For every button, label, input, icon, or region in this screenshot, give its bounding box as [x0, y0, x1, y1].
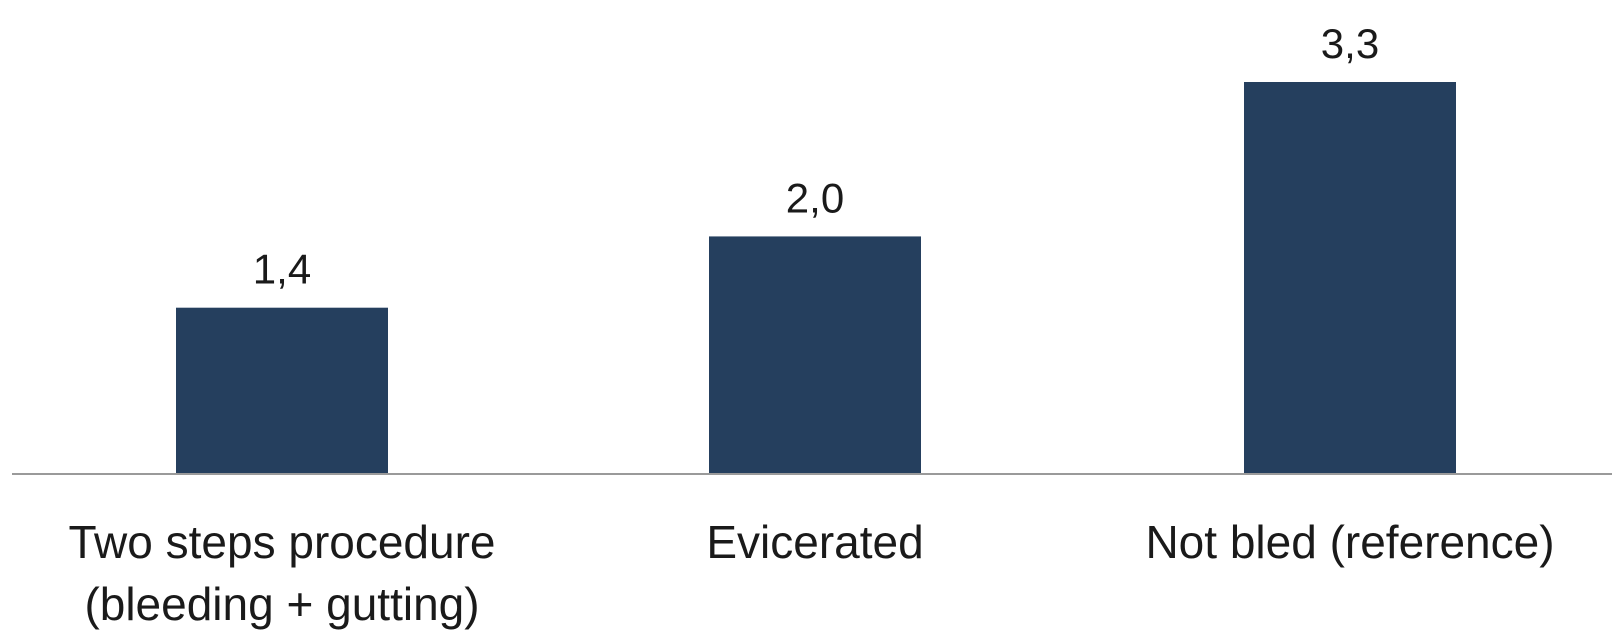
value-label-3: 3,3 — [1321, 20, 1379, 67]
value-labels-group: 1,4 2,0 3,3 — [253, 20, 1379, 293]
bars-group — [176, 82, 1456, 474]
value-label-1: 1,4 — [253, 246, 311, 293]
category-labels-group: Two steps procedure (bleeding + gutting) E… — [68, 516, 1554, 630]
bar-3 — [1244, 82, 1456, 474]
category-label-3: Not bled (reference) — [1145, 516, 1554, 568]
bar-1 — [176, 307, 388, 474]
category-label-1-line-1: Two steps procedure — [68, 516, 495, 568]
category-label-2: Evicerated — [706, 516, 923, 568]
category-label-1-line-2: (bleeding + gutting) — [84, 578, 479, 630]
bar-2 — [709, 236, 921, 474]
value-label-2: 2,0 — [786, 174, 844, 221]
